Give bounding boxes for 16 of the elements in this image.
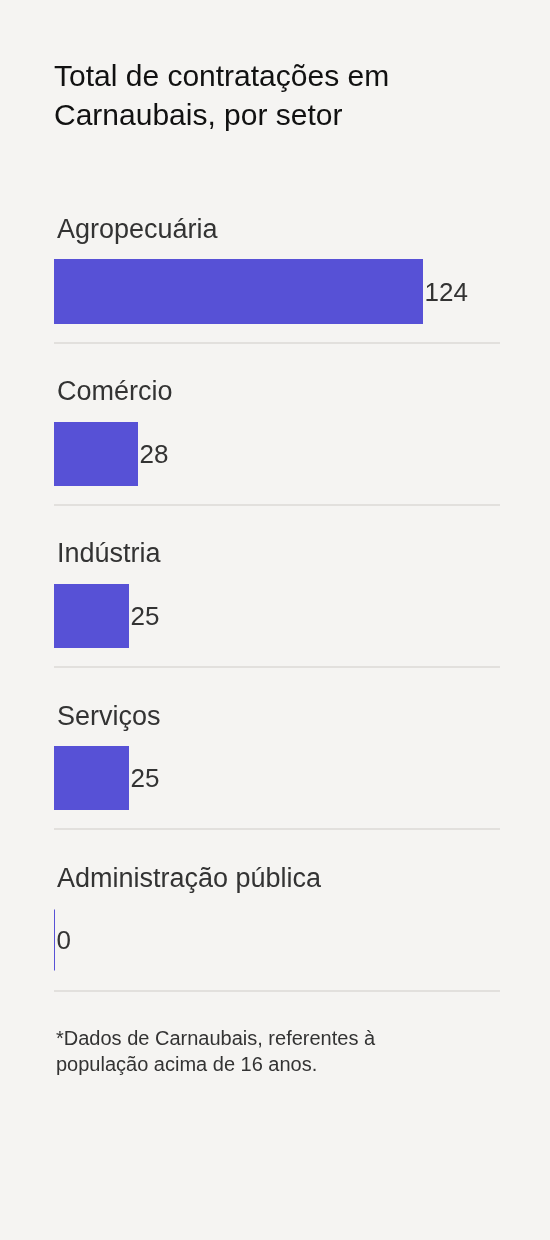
bar [54, 584, 129, 648]
y-tick-label: Agropecuária [57, 213, 219, 244]
bar [54, 746, 129, 810]
data-label: 25 [130, 763, 160, 793]
bar [54, 422, 138, 486]
data-label: 0 [56, 925, 71, 955]
data-label: 28 [139, 439, 169, 469]
y-tick-label: Comércio [57, 376, 173, 407]
text: *Dados de Carnaubais, referentes à população acima de 16 anos. [56, 1027, 376, 1075]
data-label: 25 [130, 601, 160, 631]
bar [54, 259, 423, 324]
y-tick-label: Administração pública [57, 862, 323, 893]
data-label: 124 [424, 276, 468, 307]
y-tick-label: Serviços [57, 700, 161, 731]
chart-title: Total de contratações em Carnaubais, por setor [54, 59, 390, 131]
y-tick-label: Indústria [57, 538, 162, 569]
